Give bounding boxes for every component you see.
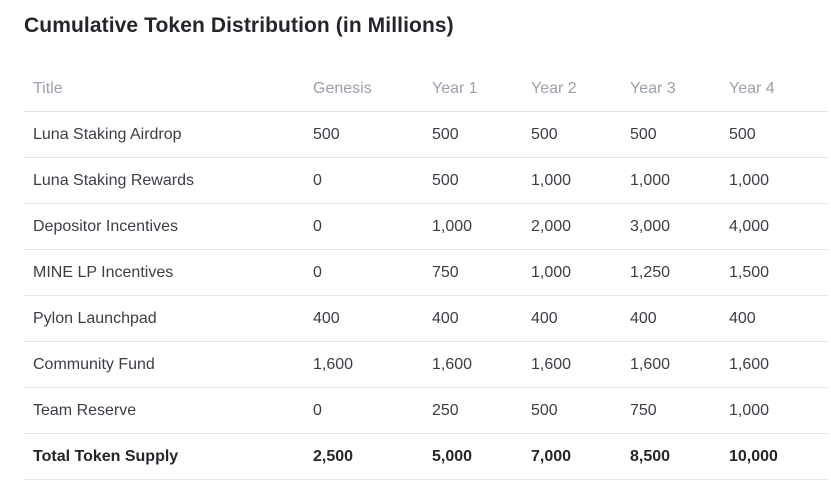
table-row: Community Fund 1,600 1,600 1,600 1,600 1…: [24, 341, 828, 388]
total-row: Total Token Supply 2,500 5,000 7,000 8,5…: [24, 433, 828, 480]
cell-year-2: 500: [522, 111, 621, 158]
table-row: Team Reserve 0 250 500 750 1,000: [24, 387, 828, 434]
total-year-2: 7,000: [522, 433, 621, 480]
total-genesis: 2,500: [304, 433, 423, 480]
row-title: Depositor Incentives: [24, 203, 304, 250]
cell-year-4: 500: [720, 111, 828, 158]
cell-year-4: 400: [720, 295, 828, 342]
total-year-1: 5,000: [423, 433, 522, 480]
column-header-year-2: Year 2: [522, 66, 621, 112]
cell-year-4: 1,000: [720, 387, 828, 434]
table-row: Luna Staking Airdrop 500 500 500 500 500: [24, 111, 828, 158]
table-row: MINE LP Incentives 0 750 1,000 1,250 1,5…: [24, 249, 828, 296]
total-row-title: Total Token Supply: [24, 433, 304, 480]
cell-year-1: 500: [423, 157, 522, 204]
cell-year-1: 1,600: [423, 341, 522, 388]
table-row: Pylon Launchpad 400 400 400 400 400: [24, 295, 828, 342]
table-header-row: Title Genesis Year 1 Year 2 Year 3 Year …: [24, 66, 828, 112]
cell-year-2: 500: [522, 387, 621, 434]
cell-year-3: 500: [621, 111, 720, 158]
column-header-year-1: Year 1: [423, 66, 522, 112]
cell-year-2: 1,600: [522, 341, 621, 388]
column-header-year-3: Year 3: [621, 66, 720, 112]
cell-year-1: 1,000: [423, 203, 522, 250]
cell-year-2: 1,000: [522, 157, 621, 204]
cell-genesis: 400: [304, 295, 423, 342]
cell-year-4: 1,500: [720, 249, 828, 296]
cell-year-3: 1,600: [621, 341, 720, 388]
cell-year-3: 750: [621, 387, 720, 434]
row-title: Pylon Launchpad: [24, 295, 304, 342]
row-title: Luna Staking Rewards: [24, 157, 304, 204]
cell-genesis: 0: [304, 203, 423, 250]
cell-year-1: 500: [423, 111, 522, 158]
cell-year-4: 1,600: [720, 341, 828, 388]
cell-year-4: 1,000: [720, 157, 828, 204]
cell-genesis: 0: [304, 387, 423, 434]
total-year-4: 10,000: [720, 433, 828, 480]
row-title: MINE LP Incentives: [24, 249, 304, 296]
page-title: Cumulative Token Distribution (in Millio…: [24, 14, 454, 37]
table-row: Depositor Incentives 0 1,000 2,000 3,000…: [24, 203, 828, 250]
cell-genesis: 0: [304, 249, 423, 296]
cell-year-3: 1,250: [621, 249, 720, 296]
total-year-3: 8,500: [621, 433, 720, 480]
row-title: Luna Staking Airdrop: [24, 111, 304, 158]
distribution-table: Title Genesis Year 1 Year 2 Year 3 Year …: [24, 66, 828, 480]
column-header-title: Title: [24, 66, 304, 112]
cell-genesis: 500: [304, 111, 423, 158]
column-header-genesis: Genesis: [304, 66, 423, 112]
cell-year-3: 400: [621, 295, 720, 342]
cell-year-2: 1,000: [522, 249, 621, 296]
cell-genesis: 0: [304, 157, 423, 204]
row-title: Community Fund: [24, 341, 304, 388]
table-row: Luna Staking Rewards 0 500 1,000 1,000 1…: [24, 157, 828, 204]
cell-year-1: 750: [423, 249, 522, 296]
row-title: Team Reserve: [24, 387, 304, 434]
cell-year-2: 400: [522, 295, 621, 342]
cell-year-4: 4,000: [720, 203, 828, 250]
cell-year-2: 2,000: [522, 203, 621, 250]
cell-year-1: 250: [423, 387, 522, 434]
column-header-year-4: Year 4: [720, 66, 828, 112]
cell-genesis: 1,600: [304, 341, 423, 388]
cell-year-3: 3,000: [621, 203, 720, 250]
cell-year-1: 400: [423, 295, 522, 342]
cell-year-3: 1,000: [621, 157, 720, 204]
